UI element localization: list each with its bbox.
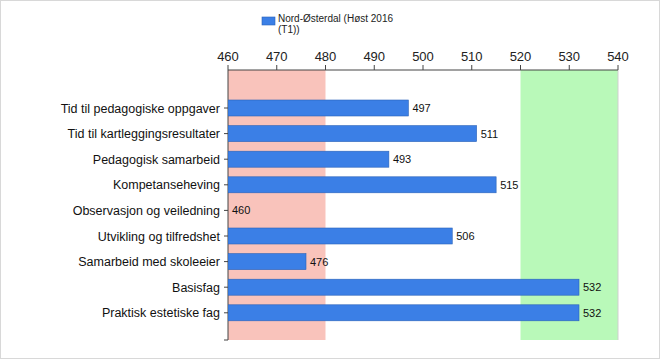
data-label: 460 — [232, 204, 250, 216]
bar — [228, 177, 496, 193]
category-tick — [224, 340, 228, 341]
tick-label: 460 — [217, 49, 239, 64]
data-label: 476 — [310, 256, 328, 268]
data-label: 506 — [456, 230, 474, 242]
category-tick — [224, 159, 228, 160]
band — [521, 70, 619, 340]
tick — [471, 65, 472, 70]
tick-label: 500 — [412, 49, 434, 64]
category-tick — [224, 133, 228, 134]
category-tick — [224, 287, 228, 288]
plot-edge — [618, 70, 619, 340]
bar — [228, 305, 579, 321]
tick-label: 510 — [461, 49, 483, 64]
tick-label: 540 — [607, 49, 629, 64]
tick-label: 470 — [266, 49, 288, 64]
data-label: 511 — [481, 128, 499, 140]
category-label: Kompetanseheving — [113, 178, 220, 192]
tick — [325, 65, 326, 70]
tick — [618, 65, 619, 70]
category-label: Tid til pedagogiske oppgaver — [61, 102, 220, 116]
category-tick — [224, 236, 228, 237]
category-label: Pedagogisk samarbeid — [93, 153, 220, 167]
tick — [569, 65, 570, 70]
category-label: Basisfag — [172, 281, 220, 295]
bar — [228, 228, 452, 244]
category-label: Utvikling og tilfredshet — [98, 230, 221, 244]
tick-label: 520 — [510, 49, 532, 64]
x-axis — [228, 70, 618, 71]
category-label: Samarbeid med skoleeier — [78, 255, 220, 269]
data-label: 532 — [583, 281, 601, 293]
tick-label: 480 — [315, 49, 337, 64]
category-label: Praktisk estetiske fag — [102, 306, 220, 320]
bar — [228, 126, 477, 142]
data-label: 515 — [500, 179, 518, 191]
tick-label: 530 — [558, 49, 580, 64]
legend-label: Nord-Østerdal (Høst 2016 (T1)) — [278, 13, 398, 35]
tick — [374, 65, 375, 70]
category-tick — [224, 210, 228, 211]
tick — [423, 65, 424, 70]
bar — [228, 202, 229, 218]
tick — [276, 65, 277, 70]
category-label: Tid til kartleggingsresultater — [68, 127, 220, 141]
data-label: 497 — [412, 102, 430, 114]
category-tick — [224, 312, 228, 313]
category-tick — [224, 184, 228, 185]
data-label: 532 — [583, 307, 601, 319]
bars — [228, 100, 579, 321]
tick — [520, 65, 521, 70]
chart: 460 470 480 490 500 510 520 530 540 Tid til pedag… — [0, 0, 660, 359]
bar — [228, 151, 389, 167]
tick-label: 490 — [363, 49, 385, 64]
bar — [228, 100, 408, 116]
legend-swatch — [262, 17, 275, 25]
frame — [1, 1, 660, 359]
bar — [228, 254, 306, 270]
data-label: 493 — [393, 153, 411, 165]
category-tick — [224, 108, 228, 109]
category-label: Observasjon og veiledning — [73, 204, 220, 218]
category-tick — [224, 261, 228, 262]
bar — [228, 279, 579, 295]
tick — [228, 65, 229, 70]
